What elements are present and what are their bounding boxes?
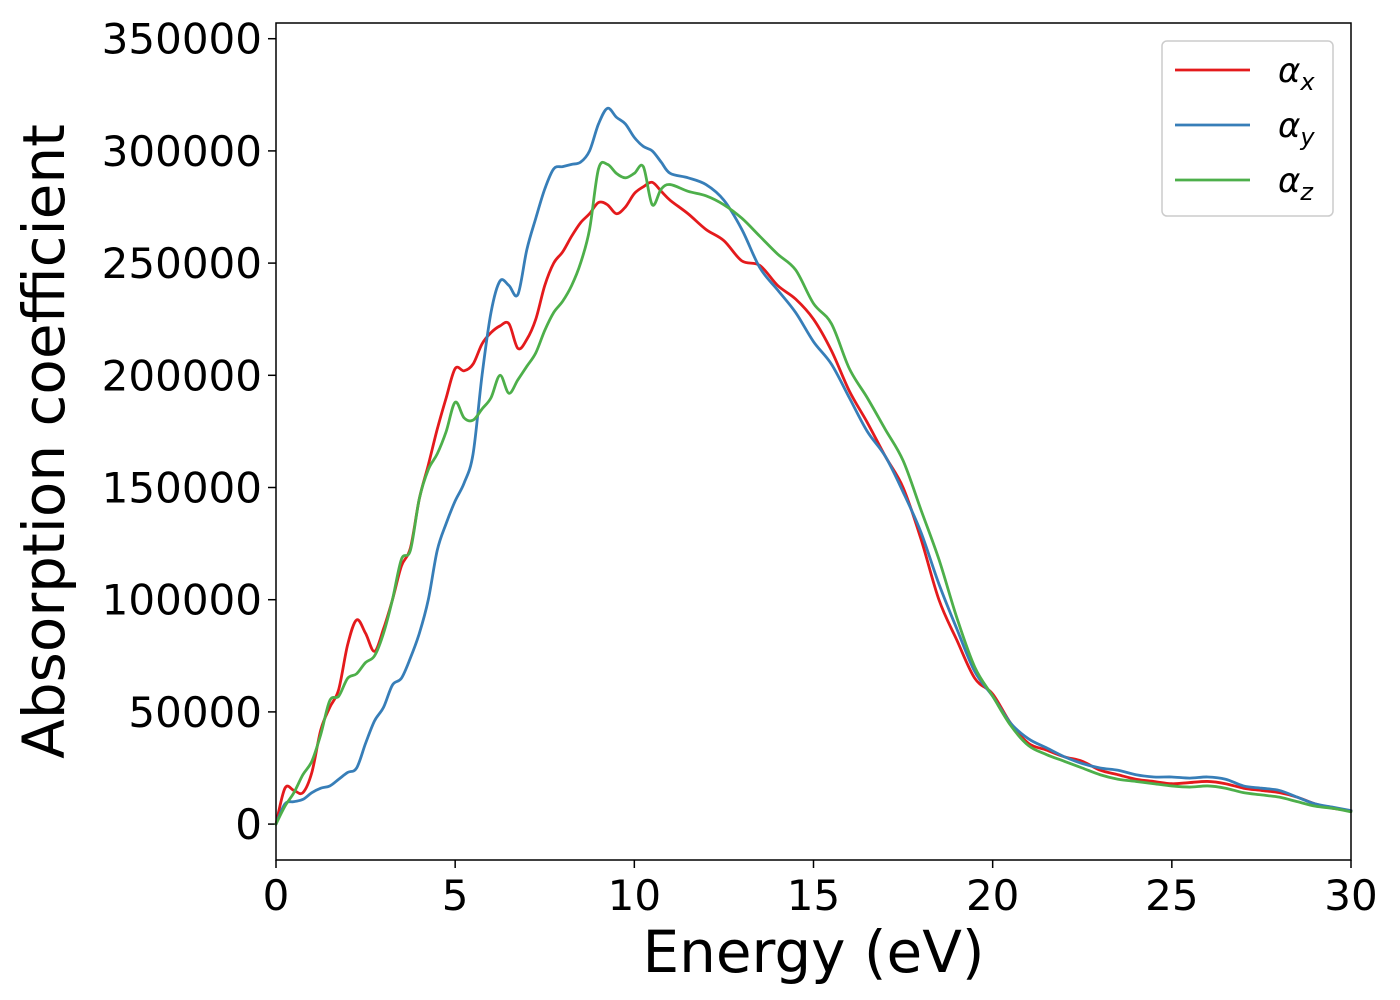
series-line-z <box>274 160 1353 826</box>
y-tick-label: 300000 <box>102 127 262 176</box>
y-tick-label: 350000 <box>102 15 262 64</box>
y-tick-label: 150000 <box>102 464 262 513</box>
x-tick-label: 0 <box>263 871 290 920</box>
legend-label-base: α <box>1278 161 1300 201</box>
x-tick-label: 5 <box>442 871 469 920</box>
legend-label-x: αx <box>1278 51 1315 96</box>
y-tick-label: 100000 <box>102 576 262 625</box>
legend-label-y: αy <box>1278 106 1315 151</box>
x-tick-label: 20 <box>966 871 1019 920</box>
x-axis-ticks: 0 5 10 15 20 25 30 <box>263 860 1378 920</box>
legend-label-z: αz <box>1278 161 1314 206</box>
plot-frame <box>275 22 1352 861</box>
x-tick-label: 15 <box>787 871 840 920</box>
x-tick-label: 30 <box>1324 871 1377 920</box>
y-tick-label: 0 <box>235 800 262 849</box>
x-tick-label: 25 <box>1145 871 1198 920</box>
y-axis-title: Absorption coefficient <box>10 124 78 759</box>
legend-label-subscript: x <box>1299 68 1315 96</box>
series-line-y <box>274 106 1353 826</box>
y-tick-label: 50000 <box>128 688 262 737</box>
y-tick-label: 250000 <box>102 239 262 288</box>
legend-label-base: α <box>1278 51 1300 91</box>
y-axis-ticks: 0 50000 100000 150000 200000 250000 300000 3500… <box>102 15 276 849</box>
x-tick-label: 10 <box>608 871 661 920</box>
legend-label-subscript: y <box>1299 123 1315 151</box>
legend-label-base: α <box>1278 106 1300 146</box>
y-tick-label: 200000 <box>102 351 262 400</box>
series-layer <box>274 106 1353 826</box>
legend-box <box>1161 40 1334 217</box>
x-axis-title: Energy (eV) <box>642 918 984 986</box>
legend-label-subscript: z <box>1299 178 1314 206</box>
